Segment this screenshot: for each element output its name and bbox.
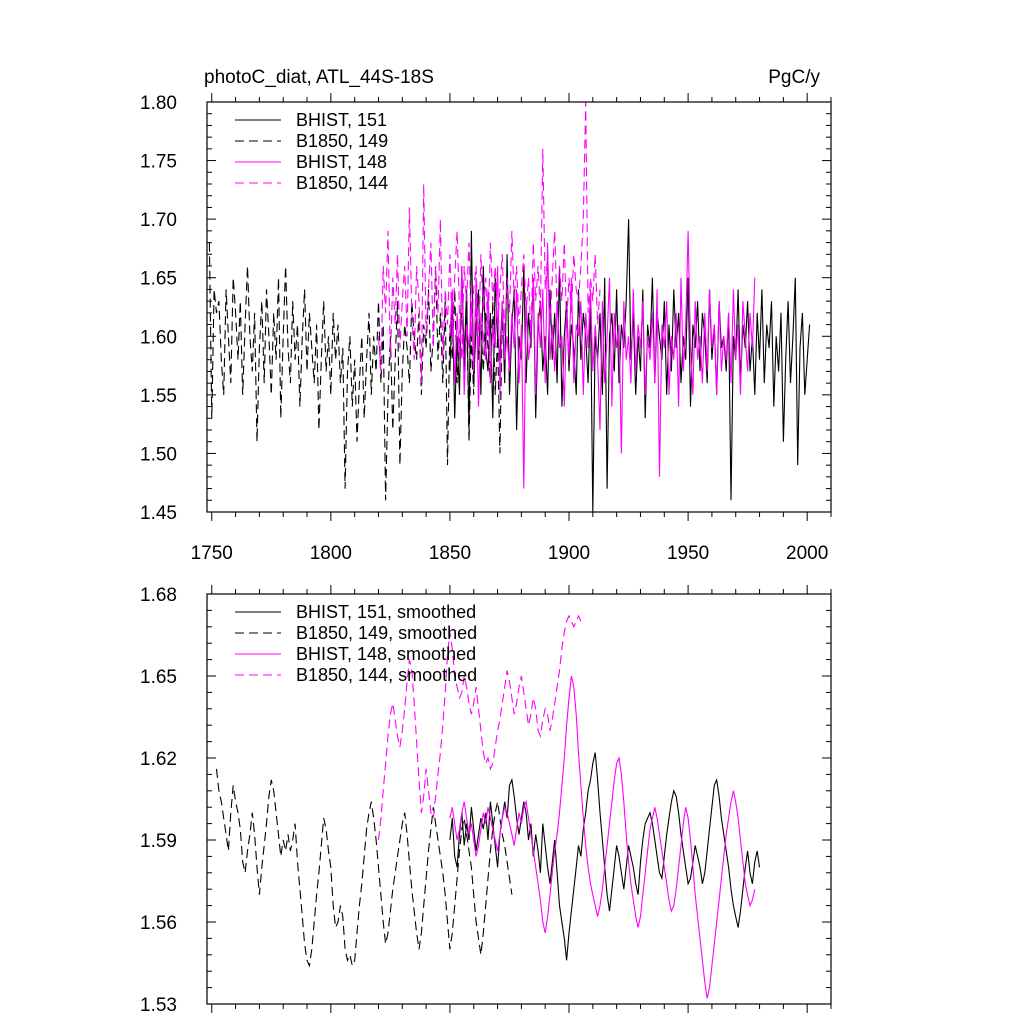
smoothed-series-line-2	[215, 768, 513, 968]
annual-x-tick-label: 1750	[191, 543, 233, 564]
annual-y-tick-label: 1.75	[140, 152, 177, 173]
annual-series-line-1	[449, 219, 811, 513]
smoothed-legend-label-3: BHIST, 148, smoothed	[296, 644, 476, 664]
smoothed-plot-frame	[206, 593, 832, 1005]
annual-y-tick-label: 1.80	[140, 93, 177, 114]
smoothed-y-tick-label: 1.56	[140, 913, 177, 934]
smoothed-y-tick-label: 1.62	[140, 749, 177, 770]
annual-x-tick-label: 2000	[786, 543, 828, 564]
annual-legend-label-3: BHIST, 148	[296, 152, 387, 172]
annual-series-line-3	[449, 230, 756, 489]
smoothed-legend-label-2: B1850, 149, smoothed	[296, 623, 477, 643]
smoothed-chart-panel: 1.53 1.56 1.59 1.62 1.65 1.68 BHIST, 151, smoo…	[140, 585, 832, 1016]
smoothed-series-line-4	[377, 614, 582, 841]
annual-plot-frame	[206, 101, 832, 513]
annual-legend-label-1: BHIST, 151	[296, 110, 387, 130]
annual-x-tick-label: 1850	[429, 543, 471, 564]
annual-y-tick-label: 1.60	[140, 327, 177, 348]
smoothed-y-tick-label: 1.59	[140, 831, 177, 852]
annual-series-line-2	[208, 242, 506, 501]
annual-y-tick-label: 1.70	[140, 210, 177, 231]
annual-y-tick-label: 1.50	[140, 444, 177, 465]
annual-x-tick-label: 1950	[667, 543, 709, 564]
annual-y-tick-label: 1.45	[140, 503, 177, 524]
annual-legend-label-4: B1850, 144	[296, 173, 388, 193]
smoothed-series-line-3	[449, 675, 756, 999]
smoothed-legend-label-4: B1850, 144, smoothed	[296, 665, 477, 685]
annual-chart-panel: 1750 1800 1850 1900 1950 2000 1.45 1.50 1.55 1.60…	[140, 93, 832, 564]
units-label: PgC/y	[768, 67, 820, 88]
annual-y-tick-label: 1.65	[140, 269, 177, 290]
smoothed-y-tick-label: 1.68	[140, 585, 177, 606]
smoothed-y-tick-label: 1.65	[140, 667, 177, 688]
annual-x-tick-label: 1900	[548, 543, 590, 564]
figure-title: photoC_diat, ATL_44S-18S	[204, 67, 434, 88]
annual-y-tick-label: 1.55	[140, 386, 177, 407]
annual-x-tick-label: 1800	[310, 543, 352, 564]
smoothed-legend-label-1: BHIST, 151, smoothed	[296, 602, 476, 622]
smoothed-y-tick-label: 1.53	[140, 995, 177, 1016]
annual-legend-label-2: B1850, 149	[296, 131, 388, 151]
